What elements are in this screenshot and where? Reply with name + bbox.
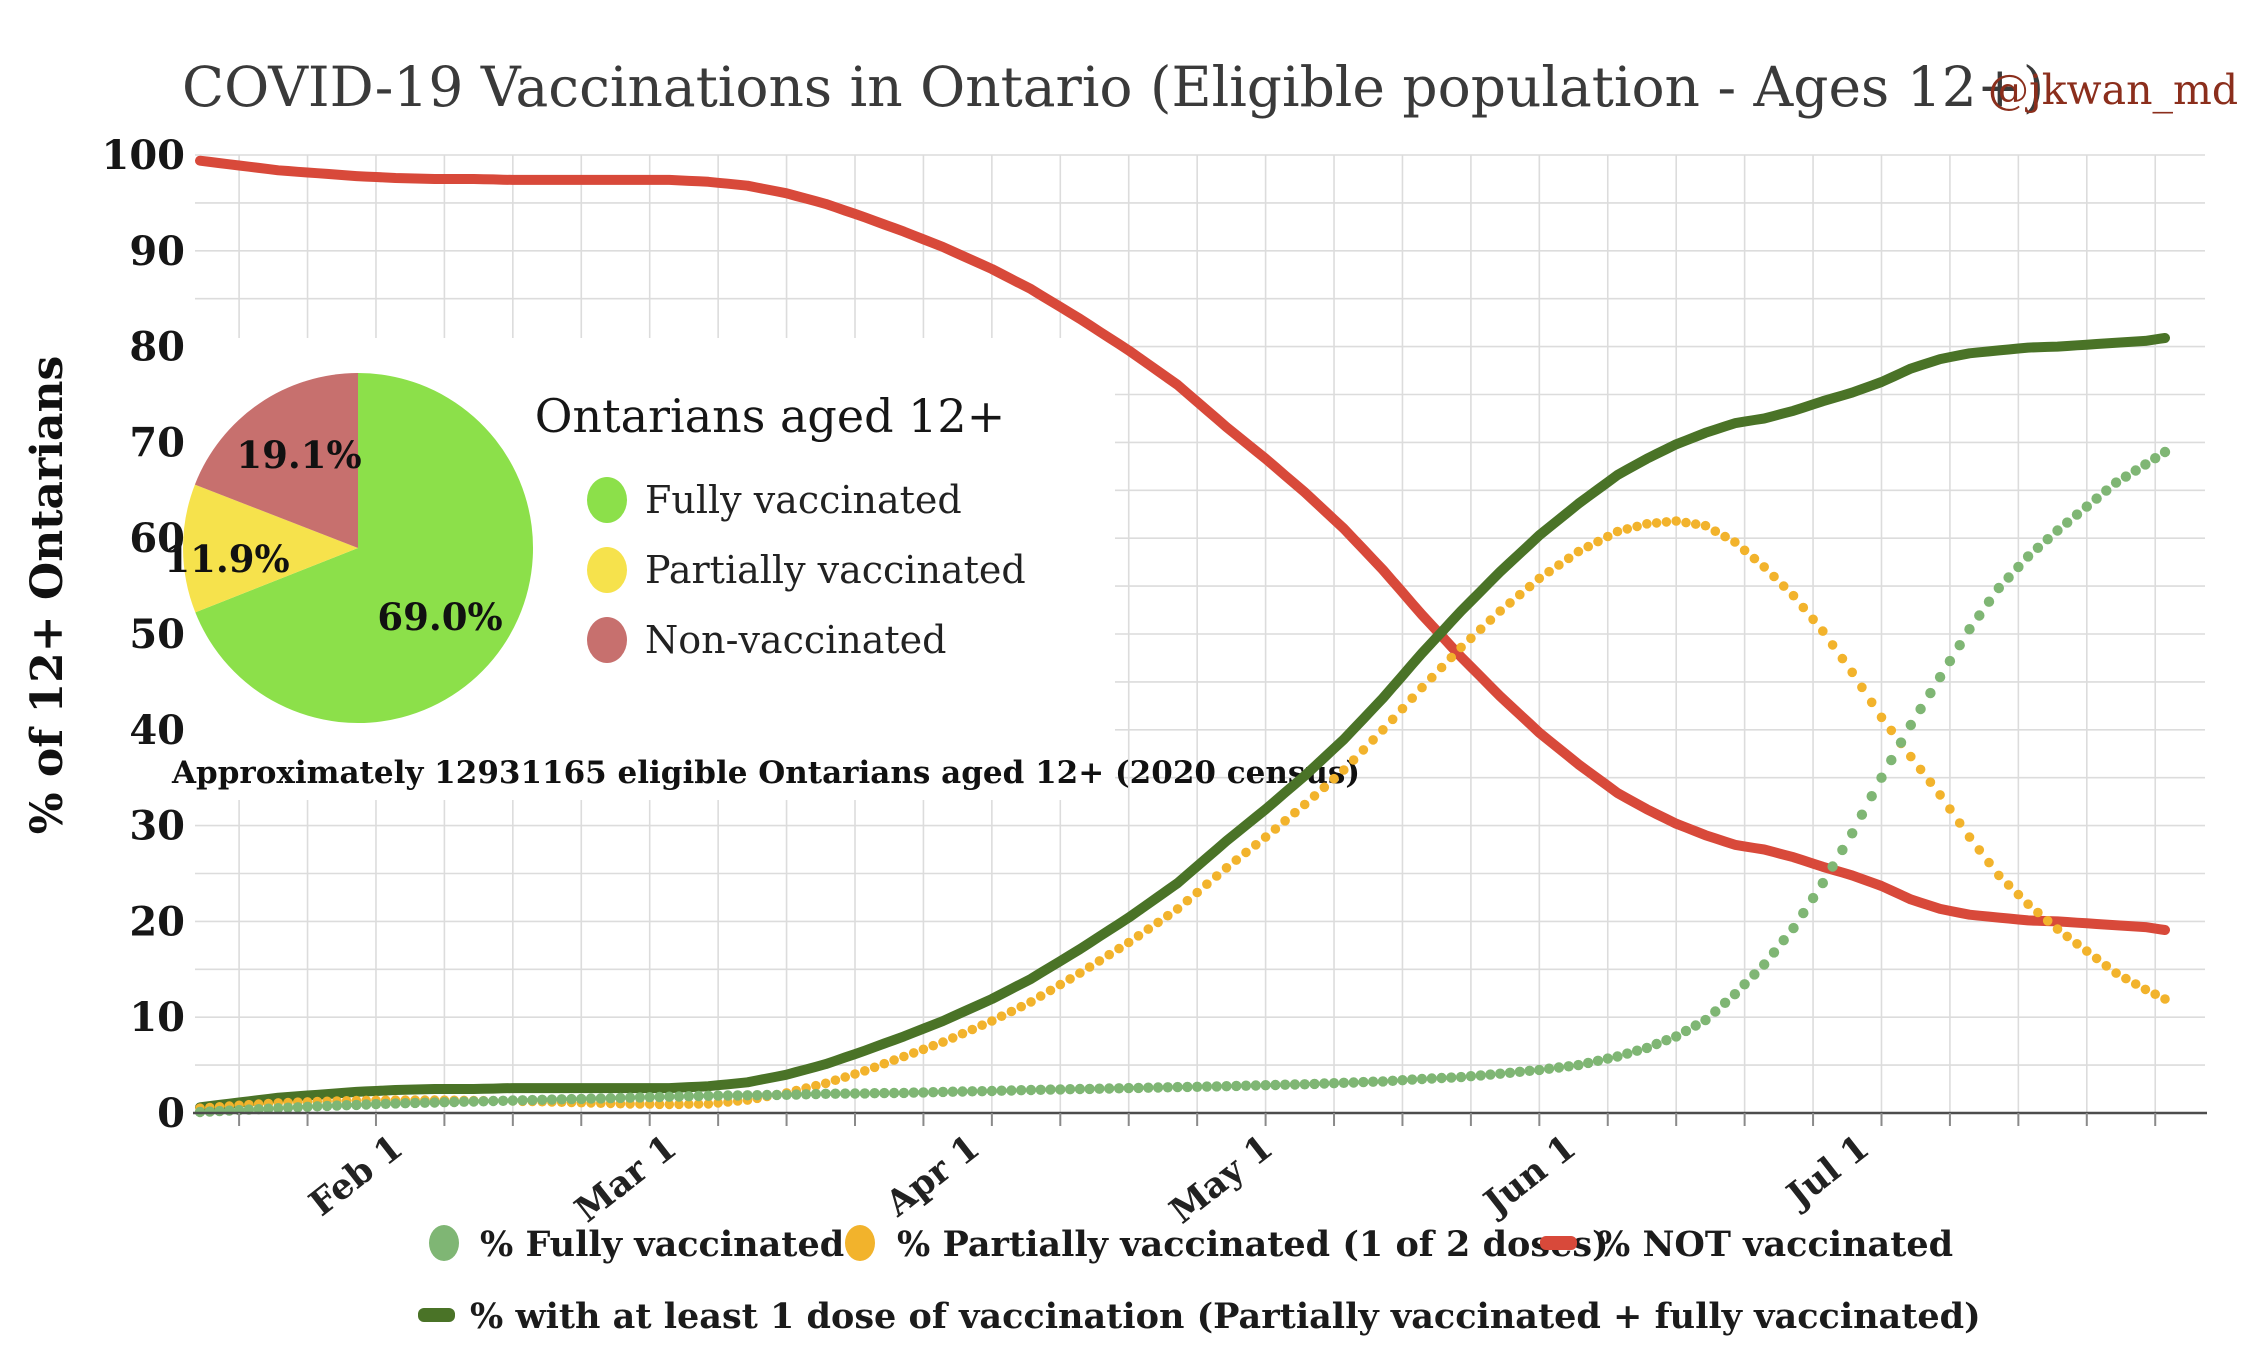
- y-tick-label: 0: [157, 1090, 185, 1137]
- page-title: COVID-19 Vaccinations in Ontario (Eligib…: [182, 55, 2044, 119]
- pie-slice: [183, 484, 358, 613]
- legend-marker-notvaccinated-icon: [1540, 1236, 1577, 1250]
- y-tick-label: 80: [129, 324, 185, 371]
- x-tick-label: May 1: [1162, 1127, 1280, 1232]
- series-dots: [194, 446, 2171, 1118]
- x-tick-label: Jun 1: [1474, 1127, 1584, 1225]
- x-tick-label: Mar 1: [567, 1127, 684, 1231]
- x-tick-label: Apr 1: [877, 1127, 987, 1226]
- y-tick-label: 90: [129, 228, 185, 275]
- pie-label-partially: 11.9%: [164, 537, 289, 581]
- legend-marker-fully-icon: [429, 1225, 459, 1261]
- y-tick-label: 30: [129, 803, 185, 850]
- y-tick-label: 100: [102, 132, 186, 179]
- y-tick-label: 60: [129, 515, 185, 562]
- inset-legend-label-nonvaccinated: Non-vaccinated: [645, 618, 947, 662]
- y-axis-title: % of 12+ Ontarians: [22, 356, 73, 834]
- y-tick-label: 40: [129, 707, 185, 754]
- legend-label-fully: % Fully vaccinated: [480, 1224, 844, 1265]
- inset-legend-swatch-partially: [587, 547, 627, 593]
- legend-label-partially: % Partially vaccinated (1 of 2 doses): [897, 1224, 1609, 1265]
- series-line: [195, 155, 2170, 935]
- legend-marker-partially-icon: [845, 1225, 875, 1261]
- x-tick-label: Jul 1: [1777, 1127, 1877, 1218]
- inset-legend-label-partially: Partially vaccinated: [645, 548, 1026, 592]
- inset-legend-swatch-nonvaccinated: [587, 617, 627, 663]
- legend-marker-atleastonedose-icon: [418, 1308, 455, 1322]
- y-tick-label: 10: [129, 994, 185, 1041]
- series-line: [195, 333, 2170, 1113]
- legend-label-notvaccinated: % NOT vaccinated: [1597, 1224, 1953, 1265]
- legend-label-atleastonedose: % with at least 1 dose of vaccination (P…: [470, 1296, 1981, 1337]
- inset-footnote: Approximately 12931165 eligible Ontarian…: [171, 755, 1360, 791]
- pie-slice: [195, 373, 534, 723]
- inset-title: Ontarians aged 12+: [535, 389, 1005, 443]
- y-tick-label: 70: [129, 419, 185, 466]
- inset-legend-swatch-fully: [587, 477, 627, 523]
- y-tick-label: 50: [129, 611, 185, 658]
- author-credit: @jkwan_md: [1988, 66, 2238, 114]
- pie-chart: [183, 373, 534, 723]
- x-tick-label: Feb 1: [302, 1127, 411, 1225]
- pie-slice: [194, 373, 358, 548]
- pie-label-nonvaccinated: 19.1%: [236, 433, 361, 477]
- inset-legend-label-fully: Fully vaccinated: [645, 478, 962, 522]
- series-layer: [194, 155, 2171, 1118]
- y-tick-label: 20: [129, 898, 185, 945]
- pie-label-fully: 69.0%: [377, 595, 502, 639]
